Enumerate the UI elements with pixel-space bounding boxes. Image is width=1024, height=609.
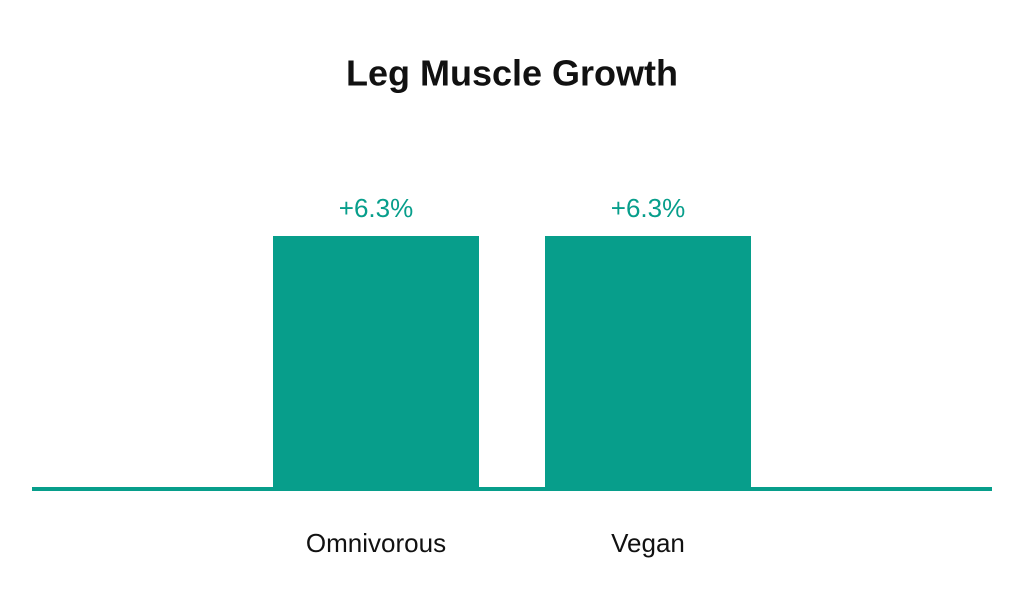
bar <box>545 236 751 489</box>
chart-title: Leg Muscle Growth <box>346 53 678 94</box>
x-tick-label: Omnivorous <box>306 528 446 558</box>
value-label: +6.3% <box>611 193 685 223</box>
value-label: +6.3% <box>339 193 413 223</box>
x-tick-label: Vegan <box>611 528 685 558</box>
bar <box>273 236 479 489</box>
